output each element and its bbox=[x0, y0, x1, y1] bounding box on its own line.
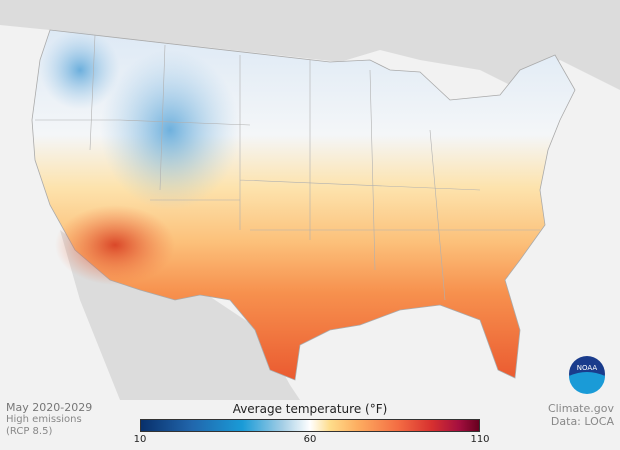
state-borders bbox=[35, 34, 540, 301]
temperature-map: NOAA bbox=[0, 0, 620, 400]
legend-min-label: 10 bbox=[133, 434, 147, 445]
canada-landmass bbox=[0, 0, 620, 90]
legend-mid-label: 60 bbox=[303, 434, 317, 445]
cascades-cool-region bbox=[40, 30, 120, 110]
credits: Climate.gov Data: LOCA bbox=[548, 402, 614, 428]
rocky-mountains-cool-region bbox=[100, 50, 240, 210]
svg-text:NOAA: NOAA bbox=[577, 364, 598, 372]
mexico-landmass bbox=[60, 230, 300, 400]
scenario-code-label: (RCP 8.5) bbox=[6, 426, 53, 437]
scenario-label: High emissions bbox=[6, 414, 82, 425]
noaa-logo: NOAA bbox=[569, 356, 605, 394]
map-info: May 2020-2029 High emissions (RCP 8.5) bbox=[6, 402, 92, 438]
source-credit: Climate.gov bbox=[547, 402, 614, 415]
period-label: May 2020-2029 bbox=[6, 401, 93, 414]
legend-title: Average temperature (°F) bbox=[232, 402, 388, 416]
legend-colorbar bbox=[140, 419, 480, 432]
data-credit: Data: LOCA bbox=[550, 415, 614, 428]
legend-max-label: 110 bbox=[470, 434, 490, 445]
southwest-hot-region bbox=[55, 205, 175, 285]
